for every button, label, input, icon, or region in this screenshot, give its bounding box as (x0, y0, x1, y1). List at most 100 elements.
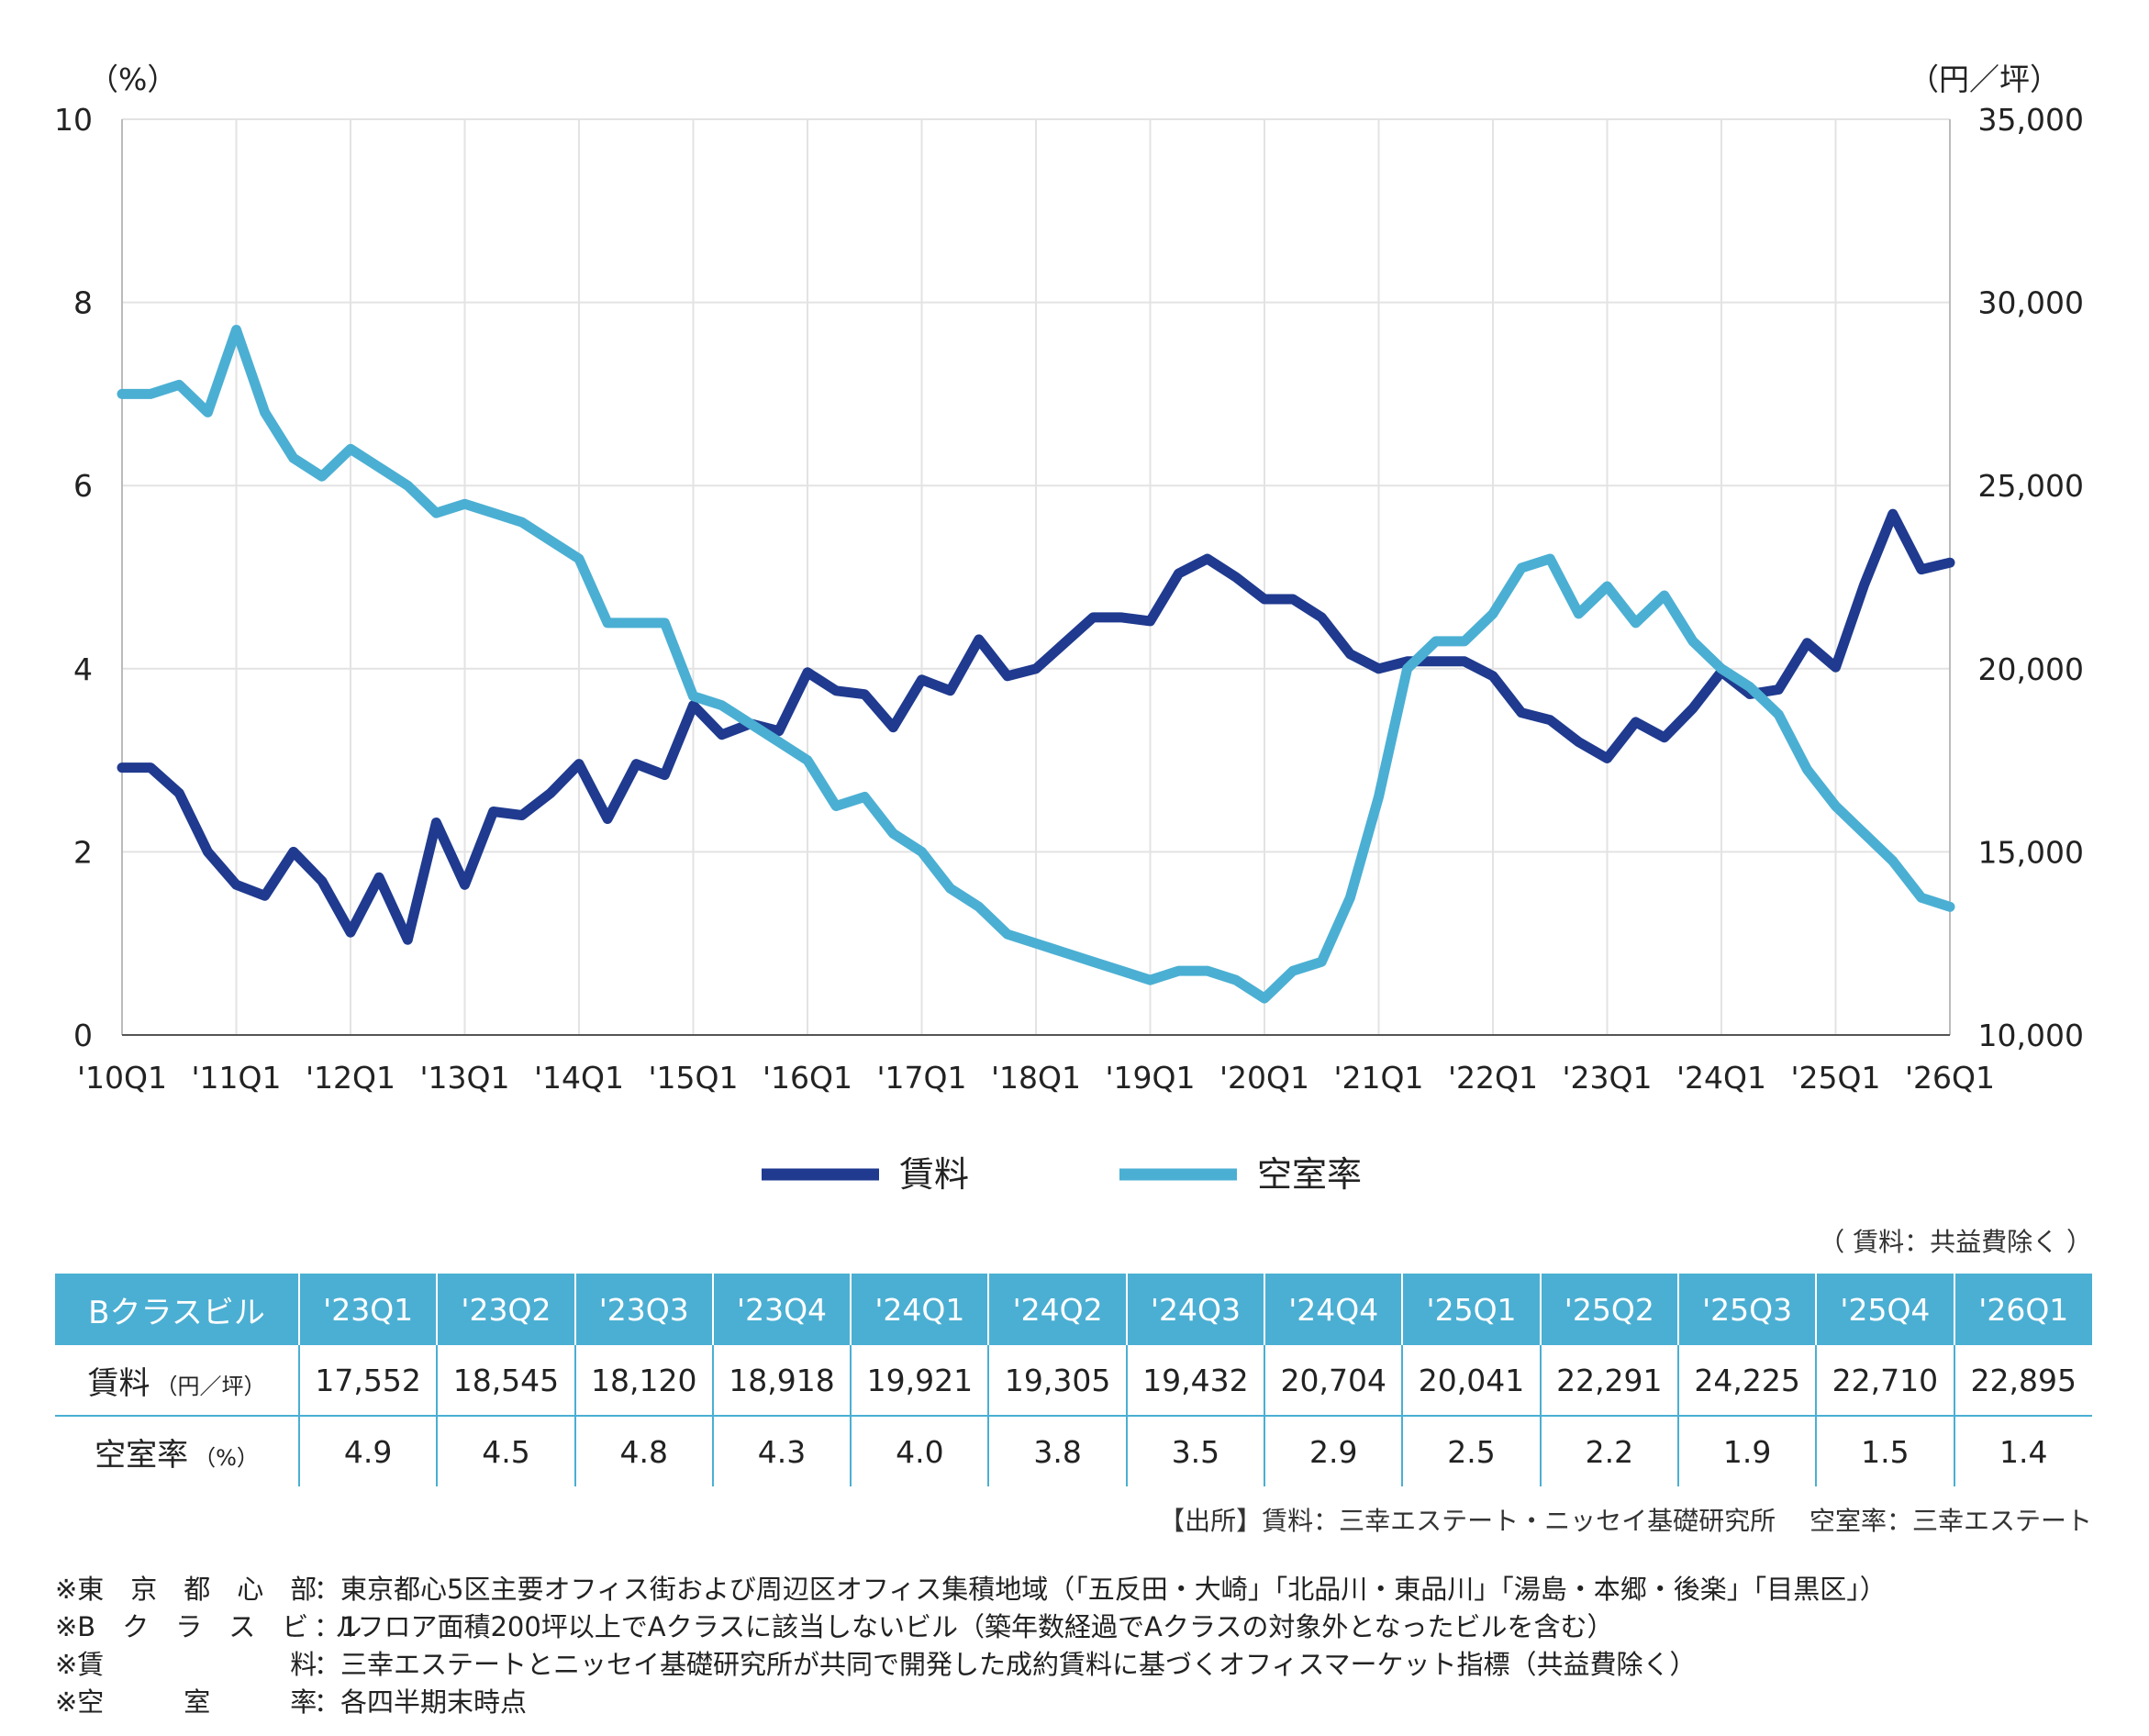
left-axis-unit: （%） (88, 61, 177, 97)
axes (121, 119, 1951, 1036)
table-column-header: '23Q1 (299, 1274, 439, 1345)
rent-cell: 18,120 (574, 1345, 714, 1417)
vacancy-cell: 2.2 (1540, 1416, 1679, 1486)
footnote-term: ※賃 料 (55, 1649, 317, 1680)
rent-cell: 20,041 (1402, 1345, 1542, 1417)
table-column-header: '25Q1 (1402, 1274, 1542, 1345)
x-tick-label: '26Q1 (1905, 1060, 1995, 1096)
table-column-header: '24Q3 (1126, 1274, 1266, 1345)
right-axis-unit: （円／坪） (1909, 61, 2060, 97)
x-tick-label: '15Q1 (648, 1060, 738, 1096)
legend: 賃料 空室率 (762, 1154, 1362, 1195)
x-tick-label: '19Q1 (1105, 1060, 1195, 1096)
right-tick-label: 25,000 (1978, 468, 2084, 504)
table-column-header: '25Q2 (1540, 1274, 1679, 1345)
rent-cell: 19,432 (1126, 1345, 1266, 1417)
footnote-text: ：1フロア面積200坪以上でAクラスに該当しないビル（築年数経過でAクラスの対象… (314, 1611, 1614, 1642)
footnote-row: ※東 京 都 心 部：東京都心5区主要オフィス街および周辺区オフィス集積地域（「… (55, 1571, 1887, 1608)
footnote-row: ※空 室 率：各四半期末時点 (55, 1684, 1887, 1721)
right-tick-label: 20,000 (1978, 651, 2084, 687)
vacancy-cell: 2.5 (1402, 1416, 1542, 1486)
vacancy-cell: 3.8 (988, 1416, 1128, 1486)
right-tick-label: 15,000 (1978, 834, 2084, 870)
vacancy-cell: 3.5 (1126, 1416, 1266, 1486)
table-column-header: '25Q3 (1677, 1274, 1818, 1345)
table-column-header: '24Q4 (1264, 1274, 1404, 1345)
rent-unit-note: （ 賃料：共益費除く ） (1819, 1227, 2092, 1257)
right-tick-label: 10,000 (1978, 1018, 2084, 1053)
right-tick-label: 35,000 (1978, 102, 2084, 138)
x-tick-label: '14Q1 (534, 1060, 624, 1096)
left-tick-label: 2 (73, 834, 93, 870)
rent-cell: 19,305 (988, 1345, 1128, 1417)
table-column-header: '23Q2 (437, 1274, 576, 1345)
left-tick-label: 10 (54, 102, 93, 138)
x-tick-label: '12Q1 (306, 1060, 395, 1096)
vacancy-cell: 2.9 (1264, 1416, 1404, 1486)
rent-cell: 22,895 (1954, 1345, 2092, 1417)
table-column-header: '23Q4 (712, 1274, 852, 1345)
table-column-header: '24Q1 (851, 1274, 990, 1345)
rent-cell: 22,291 (1540, 1345, 1679, 1417)
vacancy-cell: 1.5 (1816, 1416, 1955, 1486)
rent-cell: 24,225 (1677, 1345, 1818, 1417)
left-tick-label: 6 (73, 468, 93, 504)
footnotes: ※東 京 都 心 部：東京都心5区主要オフィス街および周辺区オフィス集積地域（「… (55, 1571, 1887, 1721)
footnote-text: ：東京都心5区主要オフィス街および周辺区オフィス集積地域（「五反田・大崎」「北品… (314, 1574, 1887, 1605)
series-lines (117, 325, 1955, 1004)
rent-cell: 19,921 (851, 1345, 990, 1417)
table-column-header: '26Q1 (1954, 1274, 2092, 1345)
vacancy-cell: 4.5 (437, 1416, 576, 1486)
table-column-header: '24Q2 (988, 1274, 1128, 1345)
footnote-term: ※空 室 率 (55, 1686, 317, 1718)
footnote-row: ※賃 料：三幸エステートとニッセイ基礎研究所が共同で開発した成約賃料に基づくオフ… (55, 1646, 1887, 1684)
x-tick-label: '22Q1 (1448, 1060, 1538, 1096)
rent-cell: 18,545 (437, 1345, 576, 1417)
source-note: 【出所】賃料：三幸エステート・ニッセイ基礎研究所 空室率：三幸エステート (1159, 1506, 2092, 1536)
rent-cell: 17,552 (299, 1345, 439, 1417)
table-header-row: Bクラスビル '23Q1'23Q2'23Q3'23Q4'24Q1'24Q2'24… (55, 1274, 2092, 1345)
vacancy-label: 空室率 (95, 1436, 189, 1474)
rent-unit: （円／坪） (155, 1373, 266, 1399)
data-table: Bクラスビル '23Q1'23Q2'23Q3'23Q4'24Q1'24Q2'24… (55, 1274, 2092, 1486)
vacancy-line (117, 325, 1955, 1004)
rent-cell: 18,918 (712, 1345, 852, 1417)
vacancy-cell: 4.8 (574, 1416, 714, 1486)
footnote-term: ※東 京 都 心 部 (55, 1574, 317, 1605)
table-row-vacancy: 空室率 （%） 4.9 4.5 4.8 4.3 4.0 3.8 3.5 2.9 2.5 2.2 1.9… (55, 1416, 2092, 1486)
rent-row-label: 賃料 （円／坪） (55, 1345, 300, 1417)
legend-rent-label: 賃料 (899, 1154, 969, 1195)
table-column-header: '23Q3 (574, 1274, 714, 1345)
legend-vacancy-label: 空室率 (1257, 1154, 1362, 1195)
x-tick-label: '20Q1 (1219, 1060, 1309, 1096)
table-column-header: '25Q4 (1816, 1274, 1955, 1345)
footnote-term: ※B ク ラ ス ビ ル (55, 1611, 362, 1642)
vacancy-cell: 1.9 (1677, 1416, 1818, 1486)
rent-label: 賃料 (87, 1364, 150, 1402)
left-tick-label: 4 (73, 651, 93, 687)
rent-line (117, 508, 1955, 945)
vacancy-row-label: 空室率 （%） (55, 1416, 300, 1486)
x-tick-label: '11Q1 (191, 1060, 281, 1096)
x-tick-label: '10Q1 (77, 1060, 167, 1096)
vacancy-cell: 1.4 (1999, 1433, 2048, 1470)
left-tick-label: 0 (73, 1018, 93, 1053)
x-tick-label: '13Q1 (419, 1060, 509, 1096)
footnote-text: ：各四半期末時点 (314, 1686, 528, 1718)
rent-vacancy-chart: 0 2 4 6 8 10 10,000 15,000 20,000 25,000 30,000 35,… (54, 61, 2084, 1195)
vacancy-unit: （%） (194, 1444, 259, 1471)
footnote-text: ：三幸エステートとニッセイ基礎研究所が共同で開発した成約賃料に基づくオフィスマー… (314, 1649, 1697, 1680)
right-tick-label: 30,000 (1978, 285, 2084, 321)
table-row-rent: 賃料 （円／坪） 17,552 18,545 18,120 18,918 19,921 19… (55, 1345, 2092, 1417)
rent-cell: 22,710 (1816, 1345, 1955, 1417)
x-tick-label: '24Q1 (1676, 1060, 1766, 1096)
gridlines (122, 118, 1951, 1035)
x-tick-label: '16Q1 (763, 1060, 852, 1096)
vacancy-cell: 4.9 (299, 1416, 439, 1486)
x-tick-label: '21Q1 (1333, 1060, 1423, 1096)
x-tick-label: '25Q1 (1790, 1060, 1880, 1096)
left-tick-label: 8 (73, 285, 93, 321)
rent-cell: 20,704 (1264, 1345, 1404, 1417)
x-tick-label: '23Q1 (1562, 1060, 1652, 1096)
axis-labels: 0 2 4 6 8 10 10,000 15,000 20,000 25,000 30,000 35,… (54, 61, 2084, 1096)
